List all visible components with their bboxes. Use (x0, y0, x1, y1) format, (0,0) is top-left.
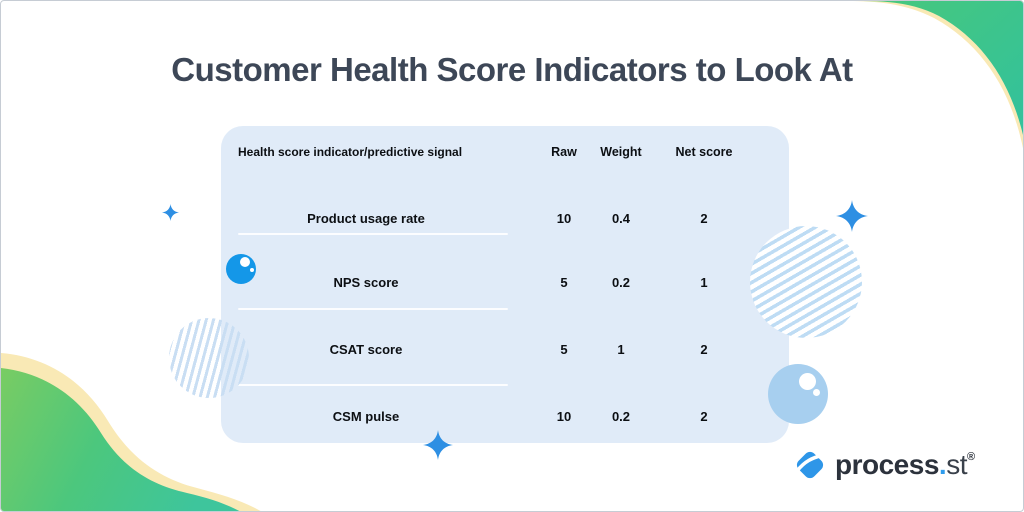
cell-raw: 5 (560, 275, 568, 290)
table-row: CSAT score 5 1 2 (221, 341, 789, 358)
header-indicator: Health score indicator/predictive signal (238, 145, 463, 159)
cell-raw: 10 (556, 211, 572, 226)
process-street-logo-icon (792, 447, 828, 483)
cell-net-score: 1 (700, 275, 708, 290)
table-row: NPS score 5 0.2 1 (221, 274, 789, 291)
logo-brand-text: process (835, 449, 939, 480)
cell-weight: 1 (617, 342, 625, 357)
registered-trademark-symbol: ® (966, 451, 975, 463)
cell-raw: 5 (560, 342, 568, 357)
cell-indicator: Product usage rate (307, 211, 425, 226)
cell-weight: 0.4 (611, 211, 631, 226)
row-divider (238, 233, 508, 235)
logo-suffix-text: st (946, 449, 967, 480)
page-title: Customer Health Score Indicators to Look… (171, 51, 853, 88)
table-header-row: Health score indicator/predictive signal… (221, 144, 789, 161)
logo-wordmark: process.st® (835, 449, 975, 481)
green-wave-bottom-left (1, 368, 240, 511)
sparkle-icon (162, 204, 179, 221)
logo-dot: . (938, 449, 947, 480)
header-net-score: Net score (675, 145, 733, 159)
cell-weight: 0.2 (611, 275, 631, 290)
ball-highlight (813, 389, 820, 396)
process-st-logo: process.st® (792, 447, 975, 483)
table-row: CSM pulse 10 0.2 2 (221, 408, 789, 425)
cell-indicator: CSM pulse (332, 409, 400, 424)
health-score-table: Health score indicator/predictive signal… (221, 126, 789, 443)
header-raw: Raw (551, 145, 577, 159)
sparkle-icon (836, 200, 868, 232)
cell-net-score: 2 (700, 409, 708, 424)
ball-highlight (799, 373, 816, 390)
cell-indicator: NPS score (333, 275, 399, 290)
cell-indicator: CSAT score (329, 342, 403, 357)
row-divider (238, 308, 508, 310)
cell-net-score: 2 (700, 342, 708, 357)
cell-weight: 0.2 (611, 409, 631, 424)
table-row: Product usage rate 10 0.4 2 (221, 210, 789, 227)
row-divider (238, 384, 508, 386)
cell-net-score: 2 (700, 211, 708, 226)
header-weight: Weight (600, 145, 642, 159)
cell-raw: 10 (556, 409, 572, 424)
